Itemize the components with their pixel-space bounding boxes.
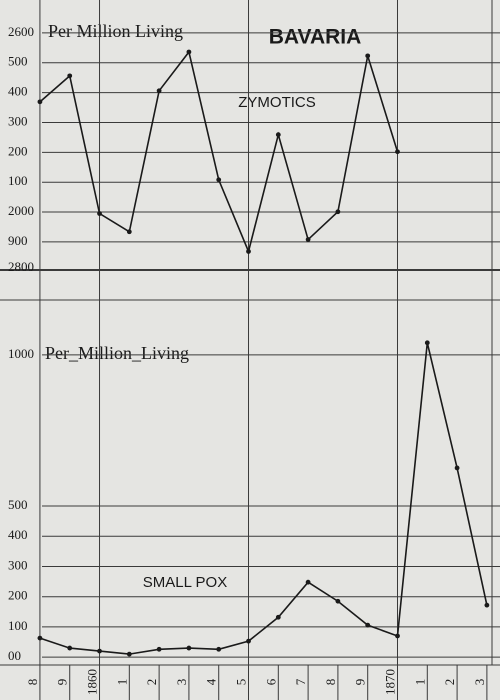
point bbox=[454, 465, 460, 471]
series-line bbox=[39, 342, 488, 655]
x-tick-label: 6 bbox=[263, 678, 278, 685]
point bbox=[67, 73, 73, 79]
series-label: SMALL POX bbox=[143, 574, 227, 591]
x-tick-label: 9 bbox=[353, 679, 368, 686]
x-tick-label: 8 bbox=[25, 679, 40, 686]
y-tick-label: 2000 bbox=[8, 203, 34, 218]
y-tick-label: 100 bbox=[8, 618, 28, 633]
y-tick-label: 900 bbox=[8, 233, 28, 248]
point bbox=[305, 579, 311, 585]
point bbox=[424, 340, 430, 346]
point bbox=[97, 211, 102, 216]
point bbox=[156, 646, 162, 652]
x-tick-label: 7 bbox=[293, 678, 308, 685]
point bbox=[186, 49, 192, 55]
point bbox=[335, 209, 341, 215]
axis-label: Per Million Living bbox=[48, 21, 183, 41]
point bbox=[365, 622, 371, 628]
point bbox=[365, 53, 371, 59]
point bbox=[67, 645, 73, 651]
y-tick-label: 500 bbox=[8, 497, 28, 512]
point bbox=[216, 177, 222, 183]
point bbox=[37, 99, 43, 105]
x-tick-label: 3 bbox=[472, 679, 487, 686]
point bbox=[275, 614, 281, 620]
x-tick-label: 8 bbox=[323, 679, 338, 686]
y-tick-label: 200 bbox=[8, 588, 28, 603]
point bbox=[395, 149, 400, 155]
y-tick-label: 300 bbox=[8, 113, 28, 128]
x-tick-label: 1 bbox=[114, 679, 129, 686]
point bbox=[37, 635, 43, 641]
y-tick-label: 400 bbox=[8, 84, 28, 99]
y-tick-label: 2600 bbox=[8, 24, 34, 39]
point bbox=[484, 602, 490, 608]
x-tick-label: 1870 bbox=[382, 669, 397, 695]
x-tick-label: 9 bbox=[55, 679, 70, 686]
point bbox=[335, 598, 341, 604]
point bbox=[305, 237, 311, 242]
point bbox=[246, 249, 251, 254]
y-tick-label: 500 bbox=[8, 54, 28, 69]
point bbox=[126, 229, 132, 235]
point bbox=[186, 645, 192, 651]
annotation: 2800 bbox=[8, 259, 34, 274]
series-label: ZYMOTICS bbox=[238, 94, 316, 111]
y-tick-label: 300 bbox=[8, 557, 28, 572]
y-tick-label: 200 bbox=[8, 143, 28, 158]
point bbox=[275, 132, 281, 138]
chart-title: BAVARIA bbox=[269, 26, 362, 49]
x-tick-label: 4 bbox=[204, 678, 219, 685]
x-tick-label: 1 bbox=[412, 679, 427, 686]
x-tick-label: 3 bbox=[174, 679, 189, 686]
y-tick-label: 100 bbox=[8, 173, 28, 188]
point bbox=[395, 633, 400, 639]
point bbox=[126, 651, 132, 657]
x-tick-label: 1860 bbox=[85, 669, 100, 695]
point bbox=[246, 638, 251, 644]
y-tick-label: 1000 bbox=[8, 346, 34, 361]
y-tick-label: 400 bbox=[8, 527, 28, 542]
point bbox=[156, 88, 162, 94]
x-tick-label: 2 bbox=[144, 679, 159, 686]
point bbox=[216, 646, 222, 652]
x-tick-label: 2 bbox=[442, 679, 457, 686]
series-line bbox=[39, 50, 399, 255]
x-tick-label: 5 bbox=[233, 679, 248, 686]
axis-label: Per_Million_Living bbox=[45, 343, 189, 363]
point bbox=[97, 648, 102, 654]
y-tick-label: 00 bbox=[8, 648, 21, 663]
